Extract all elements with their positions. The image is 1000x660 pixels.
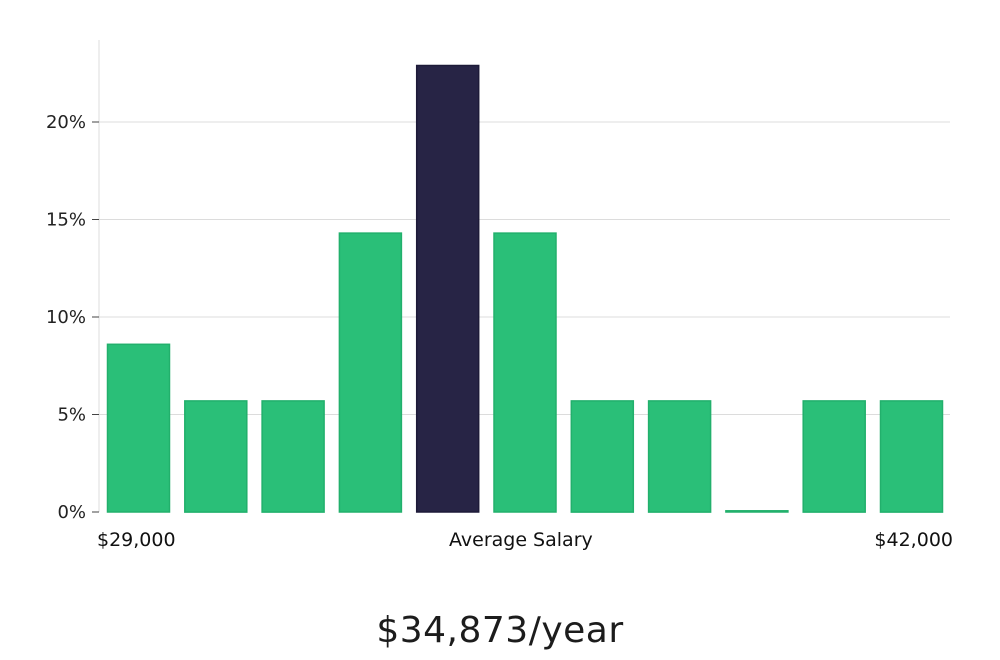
bar: [570, 400, 635, 513]
bar: [106, 343, 171, 513]
salary-histogram: 0% 5% 10% 15% 20%: [46, 40, 950, 523]
y-tick-label: 15%: [46, 210, 86, 231]
bar: [338, 232, 403, 513]
average-salary-value: $34,873/year: [376, 610, 624, 651]
x-min-label: $29,000: [97, 529, 176, 551]
bar: [493, 232, 557, 513]
x-center-label: Average Salary: [449, 529, 593, 551]
bar: [647, 400, 712, 513]
y-tick-label: 20%: [46, 112, 86, 133]
y-tick-label: 0%: [57, 502, 86, 523]
bar-highlighted: [415, 64, 480, 513]
bar: [261, 400, 325, 513]
bar: [184, 400, 248, 513]
bar: [802, 400, 866, 513]
y-tick-label: 5%: [57, 405, 86, 426]
y-axis-ticks: 0% 5% 10% 15% 20%: [46, 112, 99, 523]
bars: [106, 64, 944, 513]
x-max-label: $42,000: [874, 529, 953, 551]
y-tick-label: 10%: [46, 307, 86, 328]
bar: [879, 400, 944, 513]
bar: [725, 510, 789, 513]
